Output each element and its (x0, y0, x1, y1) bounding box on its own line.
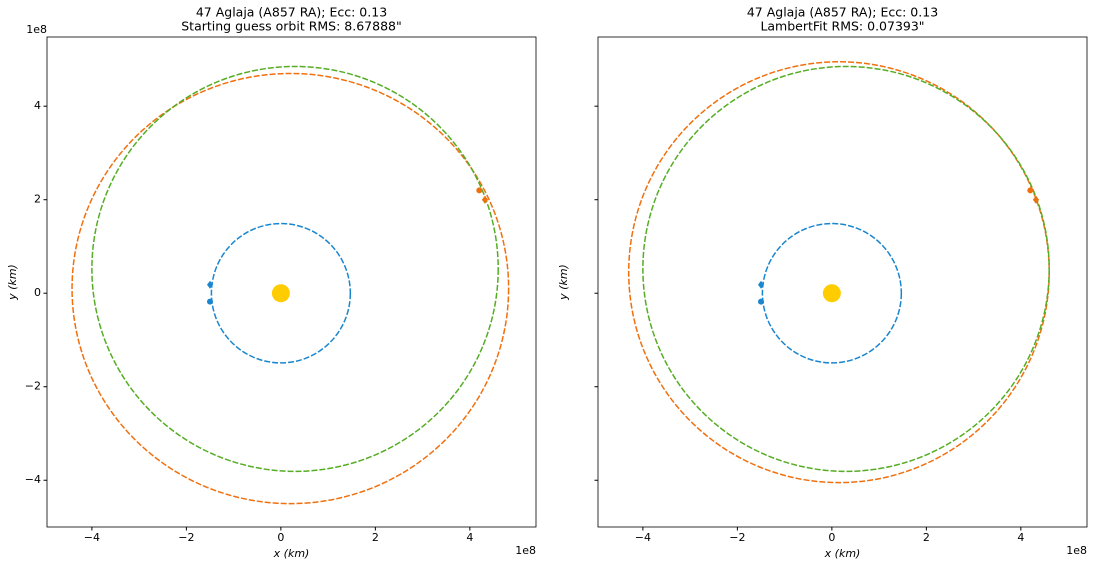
x-tick-label: 0 (828, 531, 835, 544)
x-axis-label: x (km) (273, 547, 310, 560)
marker (758, 298, 764, 305)
orbit (642, 65, 1050, 473)
axes-frame (46, 36, 537, 528)
x-tick-label: 2 (372, 531, 379, 544)
y-tick-label: −4 (25, 473, 41, 486)
y-offset: 1e8 (26, 23, 47, 36)
chart-title: 47 Aglaja (A857 RA); Ecc: 0.13 (747, 5, 938, 20)
marker (207, 298, 213, 305)
marker (207, 280, 213, 289)
marker (271, 284, 290, 303)
x-tick-label: −4 (635, 531, 651, 544)
y-axis-label: y (km) (557, 264, 570, 301)
orbit (210, 222, 352, 364)
x-offset: 1e8 (1066, 544, 1087, 557)
chart-title: 47 Aglaja (A857 RA); Ecc: 0.13 (196, 5, 387, 20)
orbit (71, 72, 510, 505)
marker (481, 195, 488, 204)
y-tick-label: 4 (34, 99, 41, 112)
marker (1027, 187, 1034, 194)
chart-subtitle: Starting guess orbit RMS: 8.67888" (181, 19, 401, 34)
orbit (627, 61, 1050, 484)
x-tick-label: −2 (729, 531, 745, 544)
x-tick-label: 0 (277, 531, 284, 544)
y-tick-label: −2 (25, 380, 41, 393)
y-axis-label: y (km) (6, 264, 19, 301)
y-tick-label: 0 (34, 286, 41, 299)
marker (476, 187, 483, 194)
x-tick-label: 4 (1017, 531, 1024, 544)
x-tick-label: −2 (178, 531, 194, 544)
marker (1032, 195, 1039, 204)
x-tick-label: 2 (923, 531, 930, 544)
axes-frame (597, 36, 1088, 528)
x-tick-label: 4 (466, 531, 473, 544)
orbit (761, 222, 903, 364)
marker (758, 280, 764, 289)
marker (822, 284, 841, 303)
chart-subtitle: LambertFit RMS: 0.07393" (760, 19, 924, 34)
x-tick-label: −4 (84, 531, 100, 544)
x-axis-label: x (km) (824, 547, 861, 560)
y-tick-label: 2 (34, 193, 41, 206)
x-offset: 1e8 (515, 544, 536, 557)
orbit (91, 65, 499, 473)
